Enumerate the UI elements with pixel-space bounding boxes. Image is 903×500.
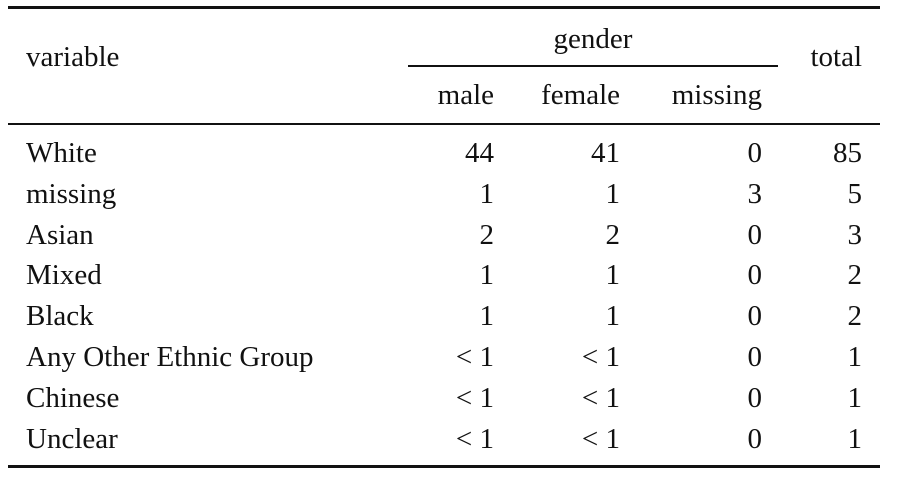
cell: 0 — [747, 218, 763, 251]
cell: 1 — [479, 177, 495, 210]
bottom-rule — [8, 465, 880, 468]
row-label: Chinese — [26, 381, 120, 414]
cell: 3 — [747, 177, 763, 210]
header-subcolumn: female — [541, 79, 620, 111]
cell: 0 — [747, 381, 763, 414]
header-subcolumn: missing — [671, 79, 762, 111]
cell: 2 — [479, 218, 495, 251]
row-label: Unclear — [26, 422, 118, 455]
header-variable: variable — [26, 41, 120, 73]
row-label: White — [26, 137, 97, 169]
header-subcolumn: male — [437, 79, 494, 111]
row-label: Any Other Ethnic Group — [26, 341, 314, 373]
cell: < 1 — [455, 341, 494, 373]
cell: 1 — [605, 259, 621, 292]
cell: 44 — [465, 137, 494, 169]
cell: 1 — [605, 177, 621, 210]
cell: < 1 — [455, 422, 494, 455]
cell: < 1 — [455, 381, 494, 414]
cell: 1 — [847, 381, 863, 414]
cell: 0 — [747, 300, 763, 333]
cell: 1 — [479, 259, 495, 292]
cell: 1 — [605, 300, 621, 333]
cell: 0 — [747, 422, 763, 455]
header-total: total — [810, 41, 862, 73]
cell: < 1 — [581, 381, 620, 414]
cell: 1 — [847, 422, 863, 455]
row-label: Mixed — [26, 259, 102, 292]
cell: 2 — [847, 259, 863, 292]
cell: 1 — [479, 300, 495, 333]
cell: < 1 — [581, 422, 620, 455]
top-rule — [8, 6, 880, 9]
cell: 3 — [847, 218, 863, 251]
cell: 5 — [847, 177, 863, 210]
cell: 2 — [847, 300, 863, 333]
row-label: Asian — [26, 218, 94, 251]
cell: 0 — [747, 259, 763, 292]
mid-rule — [8, 123, 880, 125]
cell: 0 — [747, 137, 763, 169]
row-label: missing — [26, 177, 117, 210]
cell: 41 — [591, 137, 620, 169]
cell: 0 — [747, 341, 763, 373]
header-group: gender — [553, 23, 633, 55]
cell: 2 — [605, 218, 621, 251]
cell: < 1 — [581, 341, 620, 373]
cell: 85 — [833, 137, 862, 169]
group-rule — [408, 65, 778, 67]
row-label: Black — [26, 300, 94, 333]
cell: 1 — [847, 341, 863, 373]
